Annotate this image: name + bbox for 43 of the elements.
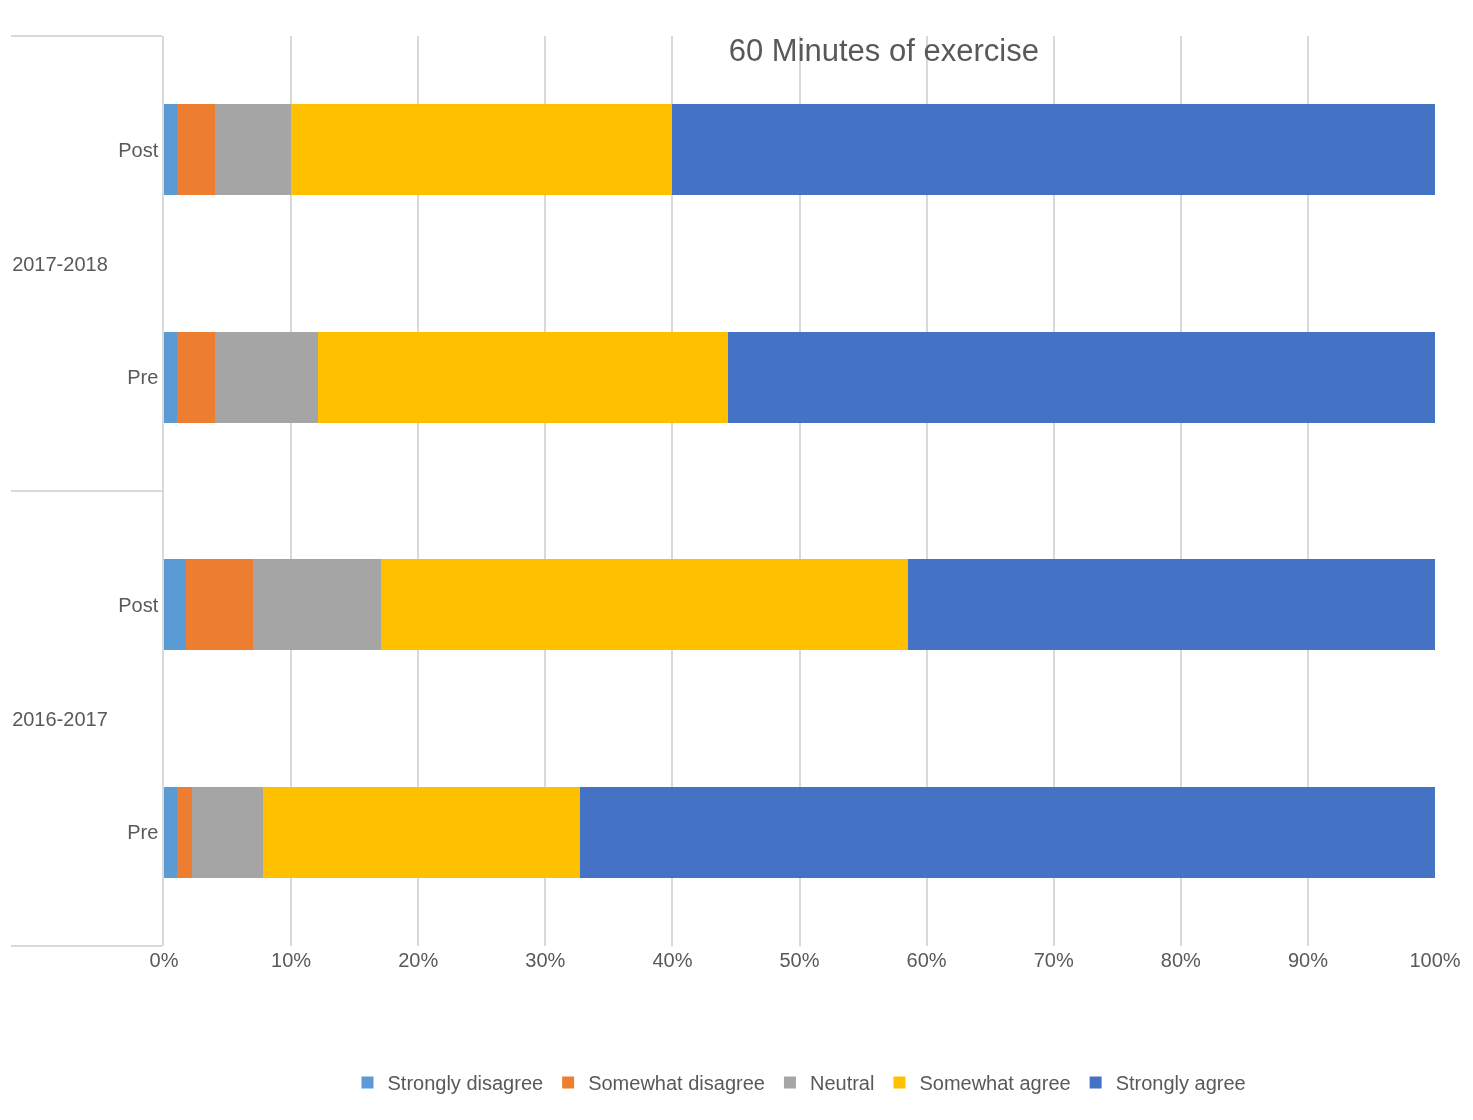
bar [907,559,1435,651]
bar [728,331,1435,423]
bar [579,786,1435,878]
x-tick-label: 80% [1160,949,1202,971]
y-tick-label: Pre [127,366,159,389]
bar [176,104,215,196]
bar [164,331,177,423]
bar [191,786,264,878]
x-tick-label: 30% [525,949,566,971]
bar [164,786,177,878]
bar [381,559,908,651]
bar [185,559,253,651]
y-tick-label: Post [118,138,159,161]
bar [317,331,729,423]
x-tick-label: 50% [779,949,820,971]
legend-label: Strongly agree [1115,1072,1246,1095]
bar [672,104,1435,196]
bar [176,786,192,878]
bar [252,559,382,651]
bar [214,104,292,196]
bar [291,104,673,196]
legend-label: Neutral [809,1072,875,1095]
y-tick-label: Pre [127,821,159,844]
y-tick-label: Post [118,593,159,616]
bar [164,559,186,651]
x-tick-label: 90% [1287,949,1329,971]
legend-label: Somewhat agree [919,1072,1071,1095]
x-tick-label: 60% [906,949,947,971]
y2-tick-label: 2016-2017 [12,707,108,730]
bar [176,331,215,423]
bar [214,331,318,423]
y2-tick-label: 2017-2018 [12,252,108,275]
x-tick-label: 0% [149,949,179,971]
chart-title: 60 Minutes of exercise [728,32,1039,68]
x-tick-label: 10% [271,949,312,971]
x-tick-label: 70% [1033,949,1074,971]
bar [263,786,580,878]
x-tick-label: 100% [1409,949,1461,971]
legend-label: Somewhat disagree [588,1072,765,1095]
bar [164,104,177,196]
x-tick-label: 20% [398,949,439,971]
legend-label: Strongly disagree [387,1072,544,1095]
x-tick-label: 40% [652,949,693,971]
